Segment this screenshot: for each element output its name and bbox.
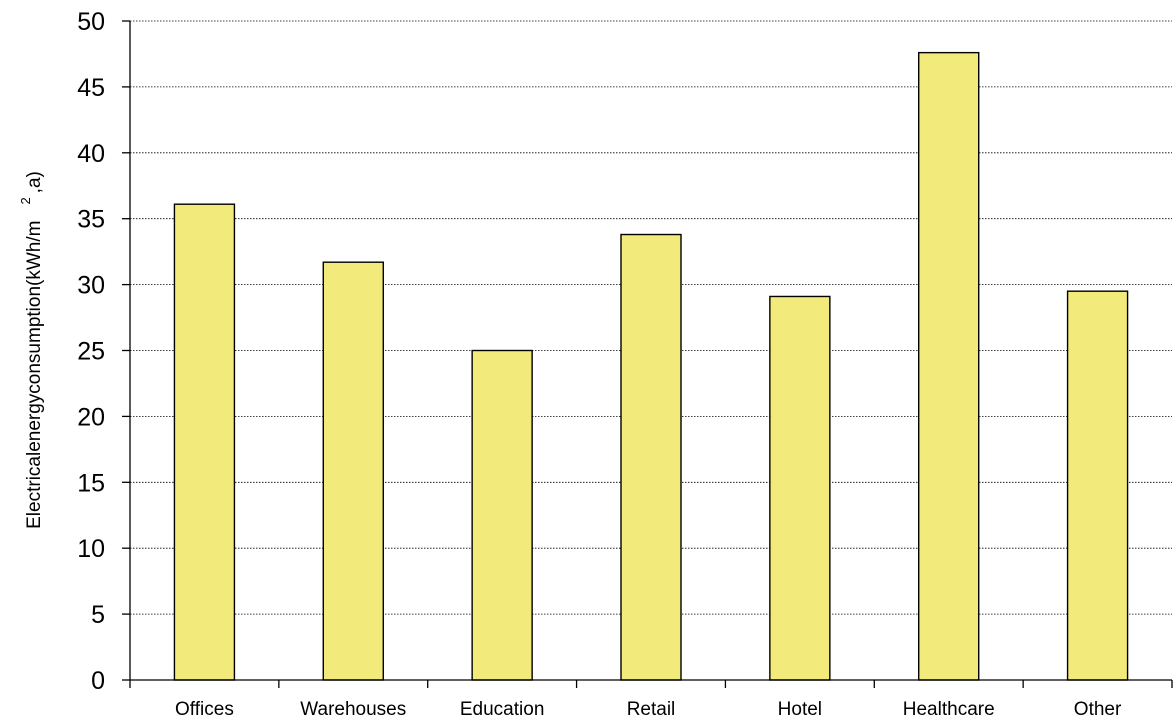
x-category-label: Retail [627,699,676,720]
x-category-label: Warehouses [300,699,406,720]
y-axis-title-superscript: 2 [18,197,33,204]
x-category-label: Offices [175,699,234,720]
x-category-label: Other [1074,699,1122,720]
bar-offices [173,203,236,681]
y-tick-label: 50 [77,8,105,36]
bar-warehouses [322,261,384,681]
bar-healthcare [918,51,980,681]
x-category-labels: Offices Warehouses Education Retail Hotel Hea… [175,699,1122,720]
y-tick-label: 35 [77,206,105,234]
y-tick-label: 15 [77,469,105,497]
bar-education [471,349,533,681]
bar-other [1066,290,1129,681]
y-tick-label: 25 [77,338,105,366]
y-tick-label: 30 [77,272,105,300]
y-tick-label: 5 [91,601,105,629]
y-tick-label: 20 [77,403,105,431]
y-tick-label: 40 [77,140,105,168]
y-axis-title-tail: ,a) [24,171,45,193]
bar-retail [620,233,682,681]
y-tick-labels: 0 5 10 15 20 25 30 35 40 45 50 [77,8,105,695]
y-tick-label: 10 [77,535,105,563]
x-category-label: Education [460,699,545,720]
bar-hotel [769,295,831,681]
y-tick-label: 0 [91,667,105,695]
y-axis-title: Electricalenergyconsumption(kWh/m 2 ,a) [18,171,45,529]
gridlines [130,20,1172,615]
bars [173,51,1129,681]
x-category-label: Hotel [778,699,822,720]
y-tick-label: 45 [77,74,105,102]
x-category-label: Healthcare [903,699,995,720]
axes [122,20,1173,688]
y-axis-title-main: Electricalenergyconsumption(kWh/m [24,221,45,529]
